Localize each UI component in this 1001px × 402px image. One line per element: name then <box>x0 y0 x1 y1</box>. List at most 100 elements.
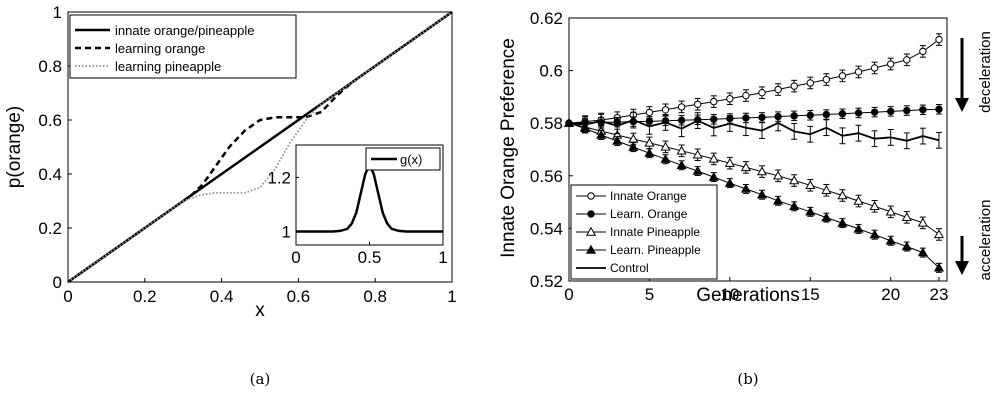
legend-marker-learn-orange <box>587 210 595 218</box>
legend-label-learning-orange: learning orange <box>115 41 205 56</box>
panel-a: 0 0.2 0.4 0.6 0.8 100.20.40.60.81 x p(orange)… <box>4 3 457 388</box>
learn-orange-point <box>887 107 895 116</box>
b-xtick-label: 5 <box>645 285 654 304</box>
innate-orange-point <box>774 85 782 94</box>
series-innate-orange <box>565 33 943 128</box>
inset-gx: 0 0.5 1 1 1.2 g(x) <box>267 144 448 267</box>
panel-b-legend: Innate Orange Learn. Orange Innate Pineapp… <box>570 184 718 280</box>
a-ytick-label: 0.2 <box>38 219 62 238</box>
deceleration-annotation: deceleration <box>955 31 994 113</box>
innate-pineapple-point <box>917 217 928 227</box>
acceleration-label: acceleration <box>977 200 994 281</box>
innate-pineapple-point <box>740 162 751 172</box>
legend-marker-learn-pineapple <box>585 244 597 254</box>
inset-legend-label: g(x) <box>400 152 422 167</box>
panel-a-ticks: 0 0.2 0.4 0.6 0.8 100.20.40.60.81 <box>38 3 456 306</box>
caption-a: (a) <box>250 370 271 388</box>
learn-pineapple-point <box>596 129 607 139</box>
learn-pineapple-point <box>805 206 816 216</box>
legend-label-innate-orange: Innate Orange <box>610 189 687 203</box>
learn-pineapple-point <box>933 262 945 272</box>
panel-b-axes-frame <box>568 17 948 282</box>
panel-b: 0 5 10 15 20 23 0.52 0.54 0.56 0.58 0.6 0.62 Genera… <box>498 9 994 388</box>
innate-pineapple-point <box>901 212 912 222</box>
panel-a-series <box>67 10 453 284</box>
innate-pineapple-point <box>789 175 800 185</box>
control-line <box>568 119 940 142</box>
innate-pineapple-point <box>724 157 735 167</box>
innate-orange-point <box>645 108 654 117</box>
panel-b-xlabel: Generations <box>696 285 800 306</box>
b-ytick-label: 0.62 <box>530 9 563 28</box>
panel-a-axes-frame <box>67 11 453 283</box>
legend-marker-innate-orange <box>587 192 595 200</box>
inset-xtick-label: 0.5 <box>358 248 382 267</box>
panel-b-legend-items: Innate Orange Learn. Orange Innate Pineapp… <box>576 189 701 275</box>
learn-pineapple-point <box>837 217 848 227</box>
legend-label-learning-pineapple: learning pineapple <box>115 59 221 74</box>
learn-orange-point <box>854 109 863 117</box>
legend-label-control: Control <box>610 261 649 275</box>
a-series-learning-orange <box>67 10 453 284</box>
innate-orange-point <box>742 91 750 100</box>
learn-pineapple-point <box>708 171 719 181</box>
caption-b: (b) <box>737 370 758 388</box>
learn-orange-point <box>790 112 798 120</box>
innate-pineapple-point <box>805 180 816 189</box>
legend-label-learn-pineapple: Learn. Pineapple <box>610 243 701 257</box>
innate-orange-point <box>903 56 911 64</box>
innate-orange-point <box>758 88 766 97</box>
b-xtick-label: 0 <box>564 285 573 304</box>
innate-pineapple-point <box>676 145 687 155</box>
a-xtick-label: 0.8 <box>363 287 387 306</box>
inset-xtick-label: 0 <box>291 248 300 267</box>
innate-pineapple-point <box>821 185 832 194</box>
b-xtick-label: 23 <box>929 285 948 304</box>
innate-orange-point <box>870 64 879 72</box>
learn-pineapple-point <box>821 212 832 222</box>
panel-b-ylabel: Innate Orange Preference <box>498 38 519 258</box>
inset-frame <box>295 144 444 246</box>
learn-orange-point <box>870 108 879 116</box>
learn-pineapple-point <box>660 154 671 163</box>
legend-label-innate-pineapple: Innate Pineapple <box>610 225 700 239</box>
innate-pineapple-point <box>644 137 655 147</box>
innate-orange-point <box>919 47 927 56</box>
learn-pineapple-point <box>612 135 623 145</box>
a-ytick-label: 0.4 <box>38 165 62 184</box>
innate-orange-point <box>935 35 943 44</box>
learn-pineapple-point <box>789 201 800 211</box>
legend-label-learn-orange: Learn. Orange <box>610 207 688 221</box>
a-ytick-label: 0 <box>53 273 62 292</box>
series-learn-pineapple <box>563 117 945 273</box>
inset-ticks: 0 0.5 1 1 1.2 <box>267 168 447 267</box>
a-ytick-label: 1 <box>53 3 62 22</box>
learn-pineapple-point <box>724 177 735 187</box>
innate-pineapple-point <box>933 229 945 239</box>
b-xtick-label: 20 <box>881 285 900 304</box>
innate-orange-line <box>568 39 940 124</box>
innate-orange-point <box>838 72 847 80</box>
panel-b-series <box>563 33 945 273</box>
b-xtick-label: 10 <box>720 285 739 304</box>
learn-orange-point <box>935 105 943 113</box>
learn-pineapple-point <box>917 247 928 257</box>
innate-orange-point <box>661 106 670 114</box>
innate-pineapple-point <box>708 153 719 163</box>
b-xtick-label: 15 <box>801 285 820 304</box>
innate-pineapple-point <box>660 141 671 151</box>
learn-pineapple-point <box>773 195 784 205</box>
b-ytick-label: 0.6 <box>539 62 563 81</box>
a-xtick-label: 1 <box>447 287 456 306</box>
innate-pineapple-point <box>837 190 848 200</box>
legend-marker-innate-pineapple <box>585 226 597 236</box>
learn-pineapple-point <box>853 223 864 233</box>
learn-orange-point <box>919 106 927 114</box>
innate-orange-point <box>854 68 863 76</box>
innate-pineapple-point <box>885 206 896 216</box>
innate-orange-point <box>726 95 734 103</box>
innate-orange-point <box>822 75 831 84</box>
a-xtick-label: 0 <box>63 287 72 306</box>
deceleration-label: deceleration <box>977 31 994 113</box>
